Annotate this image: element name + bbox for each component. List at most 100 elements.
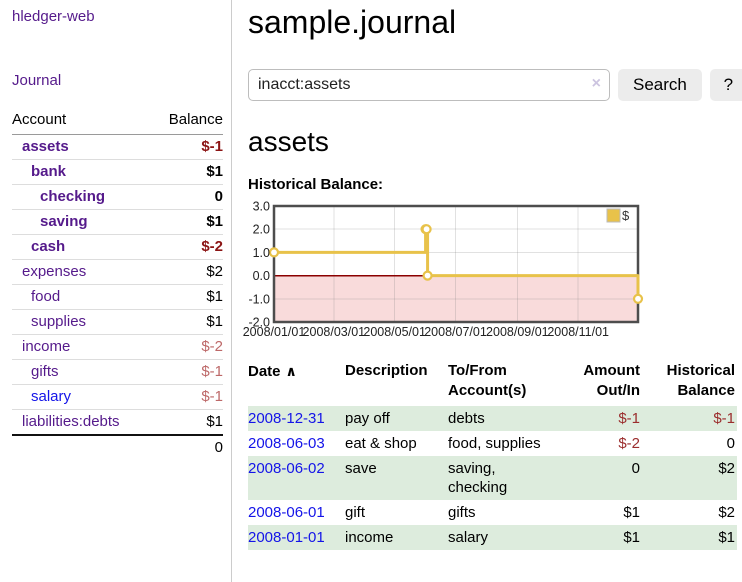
transaction-date-link[interactable]: 2008-01-01 (248, 529, 325, 546)
svg-text:2008/07/01: 2008/07/01 (424, 325, 487, 339)
account-row-liabilities-debts: liabilities:debts $1 (12, 409, 223, 436)
register-header-row: Date ∧ Description To/From Account(s) Amo… (248, 360, 737, 406)
register-header-accounts: To/From Account(s) (448, 362, 527, 399)
chart-section-label: Historical Balance: (248, 176, 384, 193)
transaction-balance: 0 (726, 435, 735, 452)
accounts-total-row: 0 (12, 434, 223, 460)
account-row-supplies: supplies $1 (12, 309, 223, 335)
main-content: sample.journal × Search ? assets Histori… (232, 0, 742, 582)
register-row: 2008-12-31 pay off debts $-1 $-1 (248, 406, 737, 431)
account-link-cash[interactable]: cash (31, 238, 66, 255)
transaction-balance: $2 (718, 504, 735, 521)
svg-text:3.0: 3.0 (253, 200, 270, 214)
transaction-accounts: debts (448, 406, 548, 431)
account-link-food[interactable]: food (31, 288, 61, 305)
register-header-date[interactable]: Date ∧ (248, 363, 297, 380)
account-balance: 0 (152, 184, 223, 210)
account-row-cash: cash $-2 (12, 234, 223, 260)
sidebar: hledger-web Journal Account Balance asse… (0, 0, 232, 582)
transaction-description: pay off (345, 406, 448, 431)
accounts-header-account: Account (12, 108, 153, 135)
account-balance: $-2 (152, 234, 223, 260)
account-link-saving[interactable]: saving (40, 213, 88, 230)
account-link-assets[interactable]: assets (22, 138, 69, 155)
transaction-accounts: food, supplies (448, 435, 541, 452)
accounts-total-value: 0 (152, 434, 223, 460)
transaction-balance: $-1 (642, 406, 737, 431)
account-row-income: income $-2 (12, 334, 223, 360)
page-title: sample.journal (248, 4, 457, 40)
app-title: hledger-web (12, 8, 223, 26)
account-link-income[interactable]: income (22, 338, 71, 355)
register-header-description: Description (345, 362, 428, 379)
account-link-liabilities-debts[interactable]: liabilities:debts (22, 413, 120, 430)
accounts-tree: Account Balance assets $-1 bank $1 check… (12, 108, 223, 460)
legend-label: $ (622, 208, 630, 223)
account-balance: $1 (152, 284, 223, 310)
transaction-amount: 0 (548, 456, 642, 500)
svg-text:2008/01/01: 2008/01/01 (243, 325, 306, 339)
account-balance: $1 (152, 309, 223, 335)
account-row-assets: assets $-1 (12, 134, 223, 160)
accounts-header-balance: Balance (152, 108, 223, 135)
search-form: × Search ? (248, 69, 742, 101)
svg-text:-1.0: -1.0 (248, 292, 270, 306)
sidebar-item-journal[interactable]: Journal (12, 72, 62, 89)
transaction-amount: $1 (623, 504, 640, 521)
transaction-amount: $-1 (548, 406, 642, 431)
account-balance: $1 (152, 159, 223, 185)
search-button[interactable]: Search (618, 69, 702, 101)
transaction-description: save (345, 456, 448, 500)
account-link-salary[interactable]: salary (31, 388, 72, 405)
register-row: 2008-06-03 eat & shop food, supplies $-2… (248, 431, 737, 456)
app-title-link[interactable]: hledger-web (12, 8, 95, 25)
svg-text:2008/03/01: 2008/03/01 (303, 325, 366, 339)
legend-swatch (606, 208, 621, 223)
svg-text:0.0: 0.0 (253, 269, 270, 283)
transaction-date-link[interactable]: 2008-06-02 (248, 460, 325, 477)
clear-search-icon[interactable]: × (591, 75, 601, 92)
account-link-supplies[interactable]: supplies (31, 313, 87, 330)
transaction-date-link[interactable]: 2008-06-01 (248, 504, 325, 521)
account-page-title: assets (248, 126, 329, 157)
transaction-balance: $1 (642, 525, 737, 550)
account-row-checking: checking 0 (12, 184, 223, 210)
account-link-gifts[interactable]: gifts (31, 363, 59, 380)
register-header-balance: Historical Balance (666, 362, 735, 399)
account-balance: $2 (152, 259, 223, 285)
transaction-balance: $2 (642, 456, 737, 500)
transaction-date-link[interactable]: 2008-06-03 (248, 435, 325, 452)
account-row-food: food $1 (12, 284, 223, 310)
register-row: 2008-06-02 save saving, checking 0 $2 (248, 456, 737, 500)
transaction-accounts: saving, checking (448, 456, 548, 500)
svg-text:2008/09/01: 2008/09/01 (486, 325, 549, 339)
account-balance: $1 (152, 209, 223, 235)
account-row-gifts: gifts $-1 (12, 359, 223, 385)
account-row-expenses: expenses $2 (12, 259, 223, 285)
svg-text:2.0: 2.0 (253, 223, 270, 237)
transaction-description: gift (345, 504, 366, 521)
svg-text:1.0: 1.0 (253, 246, 270, 260)
account-row-bank: bank $1 (12, 159, 223, 185)
help-button[interactable]: ? (709, 69, 742, 101)
register-header-amount: Amount Out/In (583, 362, 640, 399)
transaction-description: eat & shop (345, 435, 417, 452)
account-link-checking[interactable]: checking (40, 188, 106, 205)
transaction-description: income (345, 525, 448, 550)
account-balance: $-1 (152, 384, 223, 410)
account-row-saving: saving $1 (12, 209, 223, 235)
account-row-salary: salary $-1 (12, 384, 223, 410)
register-row: 2008-01-01 income salary $1 $1 (248, 525, 737, 550)
transaction-accounts: salary (448, 525, 548, 550)
svg-text:2008/05/01: 2008/05/01 (363, 325, 426, 339)
account-link-bank[interactable]: bank (31, 163, 67, 180)
account-link-expenses[interactable]: expenses (22, 263, 87, 280)
transaction-date-link[interactable]: 2008-12-31 (248, 410, 325, 427)
account-balance: $-1 (152, 134, 223, 160)
account-balance: $-1 (152, 359, 223, 385)
search-input[interactable] (248, 69, 610, 101)
account-balance: $-2 (152, 334, 223, 360)
svg-text:2008/11/01: 2008/11/01 (547, 325, 609, 339)
historical-balance-chart[interactable]: $3.0 2.0 1.0 0.0 -1.0 -2.02008/01/012008/03/0… (243, 200, 658, 342)
register-row: 2008-06-01 gift gifts $1 $2 (248, 500, 737, 525)
